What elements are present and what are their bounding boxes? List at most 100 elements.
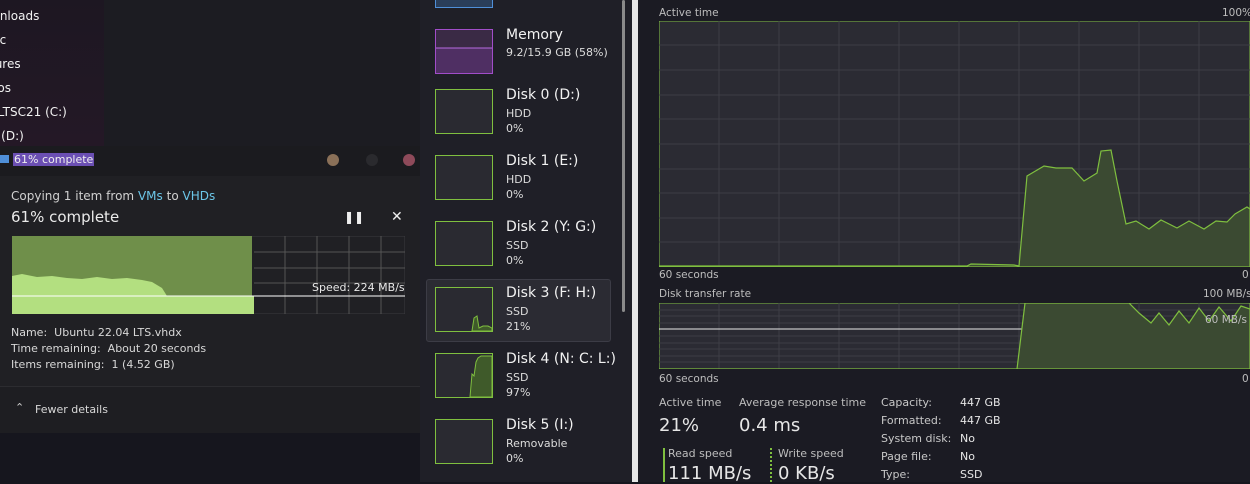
- disk2-name[interactable]: Disk 2 (Y: G:): [506, 219, 597, 235]
- disk5-type: Removable: [506, 437, 568, 450]
- pause-icon[interactable]: ❚❚: [344, 210, 365, 224]
- window-divider: [632, 0, 638, 482]
- maximize-dot-icon[interactable]: [366, 154, 378, 166]
- disk3-name[interactable]: Disk 3 (F: H:): [506, 285, 597, 301]
- destination-link[interactable]: VHDs: [182, 189, 216, 203]
- avg-response-value: 0.4 ms: [739, 415, 801, 436]
- fewer-details-button[interactable]: Fewer details: [35, 403, 108, 416]
- items-row: Items remaining: 1 (4.52 GB): [11, 357, 206, 373]
- prop-formatted-label: Formatted:: [881, 414, 942, 427]
- speed-area: [12, 274, 254, 314]
- disk5-name[interactable]: Disk 5 (I:): [506, 417, 574, 433]
- copy-heading-prefix: Copying 1 item from: [11, 189, 135, 203]
- name-value: Ubuntu 22.04 LTS.vhdx: [54, 326, 182, 339]
- disk1-name[interactable]: Disk 1 (E:): [506, 153, 579, 169]
- list-scrollbar[interactable]: [622, 0, 625, 312]
- active-time-stat-label: Active time: [659, 396, 722, 409]
- nav-item-drive-c[interactable]: 0LTSC21 (C:): [0, 105, 67, 119]
- disk5-usage: 0%: [506, 452, 524, 465]
- name-label: Name:: [11, 326, 48, 339]
- read-speed-value: 111 MB/s: [668, 463, 752, 484]
- disk3-mini-graph: [471, 315, 493, 332]
- graph-grid: [254, 236, 405, 314]
- disk2-type: SSD: [506, 239, 529, 252]
- transfer-rate-graph: [659, 303, 1250, 369]
- memory-mini-graph: [436, 47, 492, 73]
- disk4-name[interactable]: Disk 4 (N: C: L:): [506, 351, 616, 367]
- disk5-thumbnail[interactable]: [435, 419, 493, 464]
- close-dot-icon[interactable]: [403, 154, 415, 166]
- prop-system-disk-label: System disk:: [881, 432, 952, 445]
- graph2-time-label: 60 seconds: [659, 373, 719, 385]
- disk2-usage: 0%: [506, 254, 524, 267]
- items-label: Items remaining:: [11, 358, 105, 371]
- disk3-type: SSD: [506, 305, 529, 318]
- prop-system-disk-value: No: [960, 432, 975, 445]
- nav-item-music[interactable]: sic: [0, 33, 7, 47]
- nav-item-videos[interactable]: eos: [0, 81, 11, 95]
- disk3-thumbnail[interactable]: [435, 287, 493, 332]
- explorer-sidebar: [0, 0, 104, 146]
- nav-item-drive-d[interactable]: a (D:): [0, 129, 24, 143]
- prop-capacity-value: 447 GB: [960, 396, 1001, 409]
- memory-usage: 9.2/15.9 GB (58%): [506, 46, 608, 59]
- transfer-graph-label: Disk transfer rate: [659, 288, 752, 300]
- copy-icon: [0, 155, 9, 163]
- active-time-stat-value: 21%: [659, 415, 700, 436]
- graph1-min-label: 0: [1242, 269, 1249, 281]
- nav-item-downloads[interactable]: wnloads: [0, 9, 40, 23]
- disk1-usage: 0%: [506, 188, 524, 201]
- read-speed-marker: [663, 448, 665, 482]
- active-time-graph-label: Active time: [659, 7, 719, 19]
- time-row: Time remaining: About 20 seconds: [11, 341, 206, 357]
- active-time-max-label: 100%: [1222, 7, 1250, 19]
- active-time-graph: [659, 21, 1250, 267]
- name-row: Name: Ubuntu 22.04 LTS.vhdx: [11, 325, 206, 341]
- time-label: Time remaining:: [11, 342, 101, 355]
- prop-type-value: SSD: [960, 468, 983, 481]
- graph2-min-label: 0: [1242, 373, 1249, 385]
- disk1-thumbnail[interactable]: [435, 155, 493, 200]
- dialog-title: 61% complete: [13, 153, 95, 166]
- close-icon[interactable]: ✕: [391, 209, 403, 225]
- to-word: to: [166, 189, 179, 203]
- graph1-time-label: 60 seconds: [659, 269, 719, 281]
- minimize-dot-icon[interactable]: [327, 154, 339, 166]
- disk2-thumbnail[interactable]: [435, 221, 493, 266]
- percent-complete: 61% complete: [11, 208, 120, 226]
- disk3-usage: 21%: [506, 320, 531, 333]
- time-value: About 20 seconds: [107, 342, 207, 355]
- prop-formatted-value: 447 GB: [960, 414, 1001, 427]
- copy-heading: Copying 1 item from VMs to VHDs: [11, 189, 215, 203]
- memory-thumbnail[interactable]: [435, 29, 493, 74]
- disk4-usage: 97%: [506, 386, 531, 399]
- write-speed-marker: [770, 448, 772, 482]
- disk4-type: SSD: [506, 371, 529, 384]
- cpu-tile-thumbnail[interactable]: [435, 0, 493, 8]
- read-speed-label: Read speed: [668, 447, 733, 460]
- nav-item-pictures[interactable]: tures: [0, 57, 21, 71]
- explorer-content: [104, 0, 420, 146]
- transfer-speed-graph: [12, 236, 405, 314]
- transfer-mid-label: 60 MB/s: [1205, 314, 1247, 326]
- prop-page-file-label: Page file:: [881, 450, 932, 463]
- disk0-usage: 0%: [506, 122, 524, 135]
- items-value: 1 (4.52 GB): [111, 358, 175, 371]
- disk0-type: HDD: [506, 107, 532, 120]
- dialog-footer: [0, 386, 420, 433]
- disk0-name[interactable]: Disk 0 (D:): [506, 87, 581, 103]
- write-speed-label: Write speed: [778, 447, 844, 460]
- chevron-up-icon[interactable]: ⌃: [15, 401, 25, 414]
- active-time-series: [659, 149, 1250, 267]
- avg-response-label: Average response time: [739, 396, 866, 409]
- source-link[interactable]: VMs: [137, 189, 163, 203]
- disk4-thumbnail[interactable]: [435, 353, 493, 398]
- speed-label: Speed: 224 MB/s: [312, 281, 405, 294]
- prop-capacity-label: Capacity:: [881, 396, 932, 409]
- prop-page-file-value: No: [960, 450, 975, 463]
- details-block: Name: Ubuntu 22.04 LTS.vhdx Time remaini…: [11, 325, 206, 373]
- memory-name[interactable]: Memory: [506, 27, 563, 43]
- disk0-thumbnail[interactable]: [435, 89, 493, 134]
- transfer-max-label: 100 MB/s: [1203, 288, 1250, 300]
- disk1-type: HDD: [506, 173, 532, 186]
